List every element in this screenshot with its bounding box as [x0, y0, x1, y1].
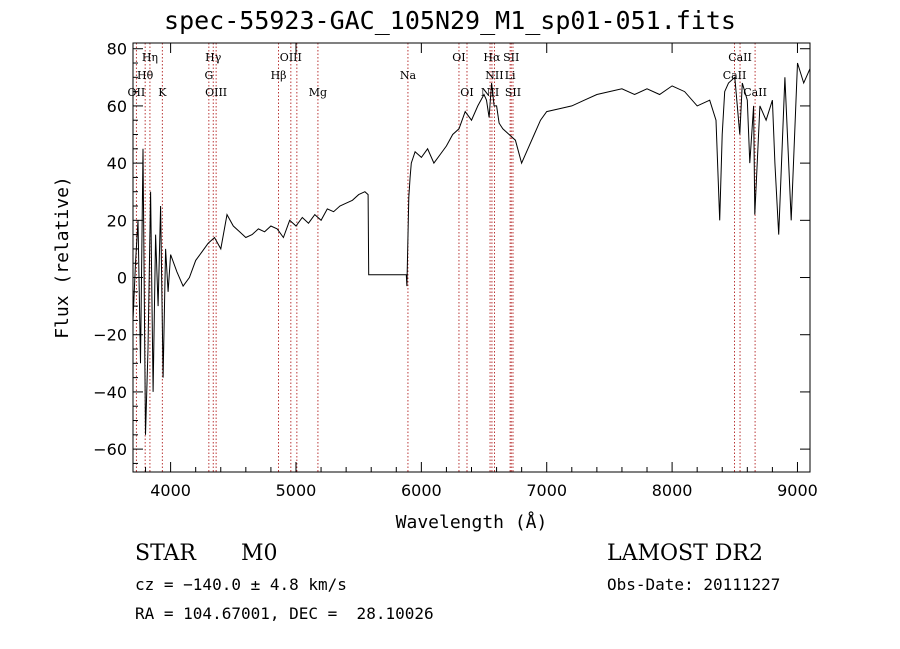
x-tick-label: 9000	[777, 481, 818, 500]
coordinates-text: RA = 104.67001, DEC = 28.10026	[135, 604, 434, 623]
line-label: Li	[505, 69, 516, 82]
line-label: Hθ	[137, 69, 154, 82]
line-label: OI	[460, 86, 473, 99]
spectrum-line	[132, 62, 811, 435]
redshift-text: cz = −140.0 ± 4.8 km/s	[135, 575, 347, 594]
y-axis-label: Flux (relative)	[52, 176, 73, 339]
chart-title: spec-55923-GAC_105N29_M1_sp01-051.fits	[164, 6, 736, 35]
line-label: CaII	[723, 69, 747, 82]
plot-frame	[132, 42, 811, 473]
line-label: SII	[505, 86, 521, 99]
x-tick-label: 7000	[526, 481, 567, 500]
object-subclass: M0	[241, 541, 278, 566]
survey-name: LAMOST DR2	[607, 541, 763, 566]
line-label: OIII	[280, 51, 302, 64]
y-tick-label: 80	[107, 40, 127, 59]
x-tick-label: 8000	[652, 481, 693, 500]
line-label: Hβ	[271, 69, 287, 82]
line-label: OI	[452, 51, 465, 64]
line-label: Hη	[142, 51, 158, 64]
line-label: OIII	[205, 86, 227, 99]
y-tick-label: 20	[107, 211, 127, 230]
object-class: STAR	[135, 541, 196, 566]
y-tick-label: −60	[93, 440, 127, 459]
x-tick-label: 5000	[276, 481, 317, 500]
y-tick-label: −20	[93, 326, 127, 345]
y-tick-label: 0	[117, 269, 127, 288]
y-tick-label: 40	[107, 154, 127, 173]
line-label: Hγ	[205, 51, 222, 64]
line-label: CaII	[743, 86, 767, 99]
line-label: NII	[485, 69, 503, 82]
line-label: SII	[503, 51, 519, 64]
line-label: Hα	[483, 51, 501, 64]
obs-date-text: Obs-Date: 20111227	[607, 575, 781, 594]
y-tick-label: −40	[93, 383, 127, 402]
x-tick-label: 4000	[150, 481, 191, 500]
x-tick-label: 6000	[401, 481, 442, 500]
line-label: OII	[128, 86, 146, 99]
line-label: NII	[481, 86, 499, 99]
x-axis-label: Wavelength (Å)	[396, 511, 548, 533]
line-label: G	[204, 69, 213, 82]
y-tick-label: 60	[107, 97, 127, 116]
line-label: CaII	[728, 51, 752, 64]
line-label: K	[158, 86, 167, 99]
line-label: Na	[400, 69, 417, 82]
line-label: Mg	[309, 86, 327, 99]
